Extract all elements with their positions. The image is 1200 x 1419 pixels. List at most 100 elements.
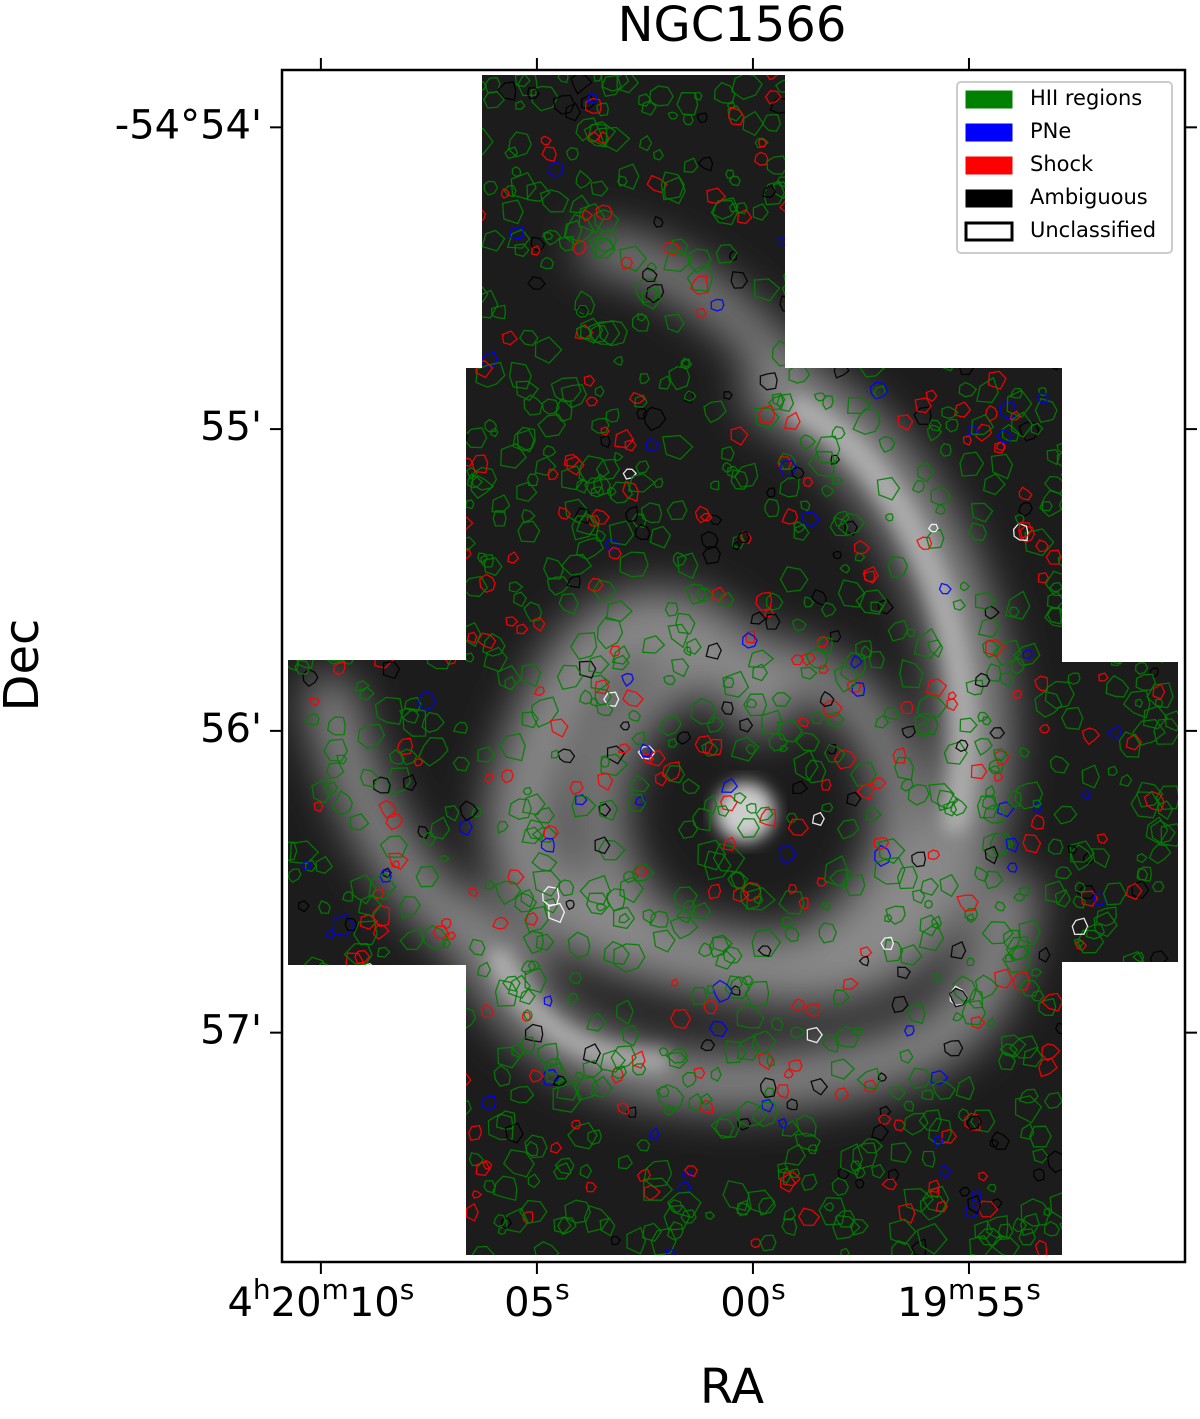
region-contour bbox=[444, 606, 454, 619]
region-contour bbox=[705, 1211, 716, 1220]
region-contour bbox=[597, 772, 614, 791]
region-contour bbox=[576, 536, 605, 561]
region-contour bbox=[820, 778, 832, 791]
region-contour bbox=[376, 438, 397, 461]
region-contour bbox=[1089, 599, 1107, 618]
region-contour bbox=[1082, 510, 1111, 535]
region-contour bbox=[697, 839, 727, 871]
region-contour bbox=[294, 348, 319, 374]
region-contour bbox=[989, 727, 1006, 739]
region-contour bbox=[878, 436, 896, 453]
region-contour bbox=[639, 743, 653, 758]
region-contour bbox=[1132, 718, 1167, 746]
region-contour bbox=[865, 806, 882, 821]
region-contour bbox=[627, 793, 647, 812]
region-contour bbox=[752, 203, 769, 221]
region-contour bbox=[993, 748, 1008, 762]
region-contour bbox=[288, 868, 302, 883]
region-contour bbox=[1020, 1212, 1040, 1237]
region-contour bbox=[782, 1171, 802, 1187]
region-contour bbox=[583, 374, 596, 387]
region-contour bbox=[369, 1053, 378, 1065]
region-contour bbox=[429, 816, 451, 840]
region-contour bbox=[589, 237, 615, 260]
region-contour bbox=[366, 367, 376, 379]
region-contour bbox=[396, 737, 413, 756]
region-contour bbox=[935, 503, 947, 515]
region-contour bbox=[997, 1223, 1014, 1241]
legend-swatch bbox=[965, 90, 1013, 109]
region-contour bbox=[706, 985, 715, 994]
region-contour bbox=[464, 174, 480, 191]
region-contour bbox=[1005, 837, 1019, 853]
region-contour bbox=[430, 1013, 442, 1025]
region-contour bbox=[309, 339, 321, 350]
region-contour bbox=[865, 75, 895, 89]
region-contour bbox=[561, 465, 585, 491]
region-contour bbox=[1150, 819, 1176, 844]
region-contour bbox=[476, 961, 492, 978]
region-contour bbox=[1143, 790, 1165, 812]
region-contour bbox=[893, 338, 923, 361]
region-contour bbox=[336, 754, 348, 765]
region-contour bbox=[1008, 606, 1020, 617]
region-contour bbox=[1034, 397, 1058, 423]
region-contour bbox=[1107, 725, 1122, 739]
region-contour bbox=[887, 555, 909, 579]
region-contour bbox=[757, 945, 772, 957]
region-contour bbox=[612, 906, 636, 930]
region-contour bbox=[543, 229, 562, 246]
region-contour bbox=[617, 175, 628, 187]
region-contour bbox=[1130, 791, 1160, 819]
region-contour bbox=[557, 748, 576, 764]
region-contour bbox=[925, 389, 938, 403]
region-contour bbox=[869, 143, 885, 162]
region-contour bbox=[351, 461, 379, 487]
region-contour bbox=[288, 192, 311, 216]
region-contour bbox=[785, 812, 798, 823]
region-contour bbox=[978, 1171, 989, 1182]
region-contour bbox=[490, 427, 499, 438]
region-contour bbox=[1107, 765, 1118, 776]
region-contour bbox=[985, 663, 1002, 682]
region-contour bbox=[330, 1092, 341, 1104]
region-contour bbox=[939, 873, 959, 898]
region-contour bbox=[520, 663, 542, 688]
region-contour bbox=[743, 693, 768, 717]
region-contour bbox=[324, 171, 346, 192]
region-contour bbox=[400, 748, 418, 766]
region-contour bbox=[378, 200, 391, 211]
region-contour bbox=[550, 749, 560, 759]
region-contour bbox=[468, 938, 486, 956]
region-contour bbox=[930, 1069, 949, 1085]
region-contour bbox=[1125, 882, 1143, 901]
region-contour bbox=[710, 298, 725, 312]
region-contour bbox=[1058, 311, 1082, 331]
region-contour bbox=[766, 155, 789, 175]
region-contour bbox=[974, 866, 990, 882]
region-contour bbox=[932, 974, 943, 983]
region-contour bbox=[1030, 422, 1044, 436]
region-contour bbox=[339, 102, 352, 112]
region-contour bbox=[595, 458, 621, 481]
region-contour bbox=[1093, 347, 1115, 367]
region-contour bbox=[816, 302, 829, 312]
region-contour bbox=[471, 466, 498, 491]
region-contour bbox=[600, 435, 611, 449]
region-contour bbox=[583, 1204, 611, 1234]
region-contour bbox=[311, 778, 333, 804]
region-contour bbox=[877, 1072, 888, 1082]
region-contour bbox=[566, 575, 581, 589]
region-contour bbox=[606, 538, 620, 552]
region-contour bbox=[791, 466, 805, 479]
region-contour bbox=[436, 546, 458, 568]
region-contour bbox=[609, 481, 634, 504]
region-contour bbox=[589, 325, 609, 343]
region-contour bbox=[896, 865, 918, 890]
region-contour bbox=[829, 516, 849, 537]
region-contour bbox=[1146, 330, 1162, 343]
region-contour bbox=[1082, 477, 1093, 487]
region-contour bbox=[575, 512, 600, 537]
region-contour bbox=[1133, 531, 1161, 558]
region-contour bbox=[299, 1207, 319, 1228]
